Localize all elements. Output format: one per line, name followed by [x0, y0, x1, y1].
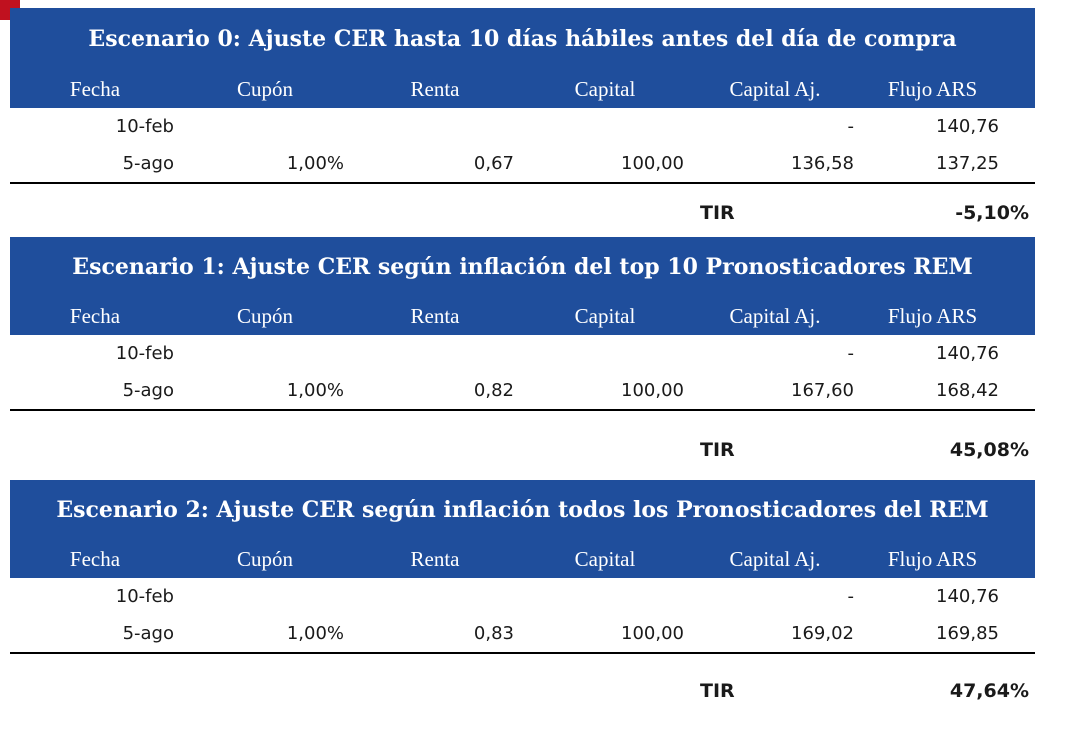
table-row: 10-feb - 140,76	[10, 108, 1035, 145]
col-cupon: Cupón	[236, 546, 293, 571]
cell-cupon: 1,00%	[286, 623, 344, 644]
cell-capital-aj: 169,02	[791, 623, 854, 644]
cell-flujo: 140,76	[936, 116, 999, 137]
cell-capital-aj: -	[847, 586, 855, 607]
scenario-1-table: Escenario 1: Ajuste CER según inflación …	[10, 237, 1035, 479]
col-capital-aj: Capital Aj.	[729, 546, 821, 571]
col-capital: Capital	[574, 76, 636, 101]
row-divider	[10, 409, 1035, 411]
cell-capital: 100,00	[621, 153, 684, 174]
col-cupon: Cupón	[236, 303, 293, 328]
col-fecha: Fecha	[69, 76, 121, 101]
col-capital-aj: Capital Aj.	[729, 303, 821, 328]
col-renta: Renta	[410, 76, 460, 101]
cell-flujo: 140,76	[936, 343, 999, 364]
tir-label: TIR	[700, 202, 735, 224]
column-header-row: Fecha Cupón Renta Capital Capital Aj. Fl…	[10, 70, 1035, 108]
table-row: 5-ago 1,00% 0,67 100,00 136,58 137,25	[10, 145, 1035, 182]
col-capital: Capital	[574, 546, 636, 571]
tir-row: TIR -5,10%	[10, 184, 1035, 240]
row-divider	[10, 182, 1035, 184]
cell-fecha: 5-ago	[122, 153, 174, 174]
cell-fecha: 5-ago	[122, 380, 174, 401]
cell-flujo: 137,25	[936, 153, 999, 174]
scenario-0-table: Escenario 0: Ajuste CER hasta 10 días há…	[10, 8, 1035, 240]
col-flujo: Flujo ARS	[887, 303, 978, 328]
col-flujo: Flujo ARS	[887, 546, 978, 571]
tir-row: TIR 45,08%	[10, 411, 1035, 479]
scenario-2-header: Escenario 2: Ajuste CER según inflación …	[10, 480, 1035, 578]
tir-label: TIR	[700, 439, 735, 461]
tir-label: TIR	[700, 680, 735, 702]
col-fecha: Fecha	[69, 303, 121, 328]
scenario-1-title: Escenario 1: Ajuste CER según inflación …	[72, 254, 973, 280]
tir-value: 45,08%	[949, 439, 1029, 461]
scenario-1-header: Escenario 1: Ajuste CER según inflación …	[10, 237, 1035, 335]
cell-renta: 0,67	[473, 153, 514, 174]
cell-cupon: 1,00%	[286, 380, 344, 401]
tir-value: -5,10%	[955, 202, 1029, 224]
cell-fecha: 10-feb	[115, 116, 174, 137]
cell-capital: 100,00	[621, 623, 684, 644]
cell-flujo: 168,42	[936, 380, 999, 401]
column-header-row: Fecha Cupón Renta Capital Capital Aj. Fl…	[10, 297, 1035, 335]
col-cupon: Cupón	[236, 76, 293, 101]
cell-fecha: 10-feb	[115, 343, 174, 364]
cell-fecha: 10-feb	[115, 586, 174, 607]
tir-row: TIR 47,64%	[10, 654, 1035, 722]
cell-capital-aj: -	[847, 116, 855, 137]
col-capital: Capital	[574, 303, 636, 328]
cell-capital-aj: -	[847, 343, 855, 364]
row-divider	[10, 652, 1035, 654]
cell-capital-aj: 167,60	[791, 380, 854, 401]
tir-value: 47,64%	[949, 680, 1029, 702]
col-flujo: Flujo ARS	[887, 76, 978, 101]
cell-renta: 0,83	[473, 623, 514, 644]
table-row: 10-feb - 140,76	[10, 578, 1035, 615]
cell-renta: 0,82	[473, 380, 514, 401]
table-row: 5-ago 1,00% 0,83 100,00 169,02 169,85	[10, 615, 1035, 652]
cell-fecha: 5-ago	[122, 623, 174, 644]
cell-capital-aj: 136,58	[791, 153, 854, 174]
scenario-2-title: Escenario 2: Ajuste CER según inflación …	[56, 497, 989, 523]
table-row: 10-feb - 140,76	[10, 335, 1035, 372]
col-renta: Renta	[410, 546, 460, 571]
col-fecha: Fecha	[69, 546, 121, 571]
column-header-row: Fecha Cupón Renta Capital Capital Aj. Fl…	[10, 540, 1035, 578]
scenario-0-header: Escenario 0: Ajuste CER hasta 10 días há…	[10, 8, 1035, 108]
cell-cupon: 1,00%	[286, 153, 344, 174]
cell-capital: 100,00	[621, 380, 684, 401]
scenario-0-title: Escenario 0: Ajuste CER hasta 10 días há…	[88, 26, 957, 52]
col-capital-aj: Capital Aj.	[729, 76, 821, 101]
table-row: 5-ago 1,00% 0,82 100,00 167,60 168,42	[10, 372, 1035, 409]
cell-flujo: 140,76	[936, 586, 999, 607]
col-renta: Renta	[410, 303, 460, 328]
cell-flujo: 169,85	[936, 623, 999, 644]
scenario-2-table: Escenario 2: Ajuste CER según inflación …	[10, 480, 1035, 722]
